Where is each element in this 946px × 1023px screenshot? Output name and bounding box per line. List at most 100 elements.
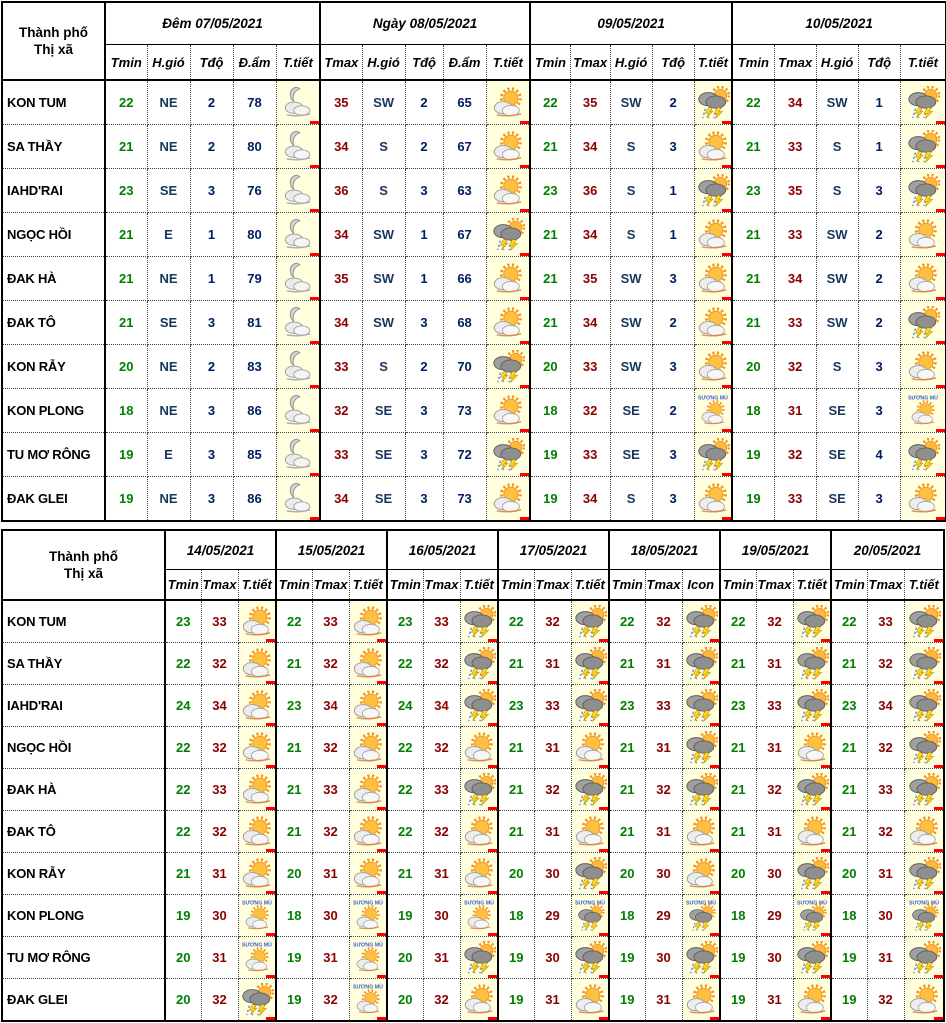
wind-cell: S (609, 476, 653, 522)
table-row: NGỌC HỒI 22 32 21 32 22 32 21 31 21 31 21 31 21 32 (1, 726, 945, 769)
tmax-cell: 31 (773, 388, 817, 433)
tmin-cell: 20 (529, 344, 571, 389)
tmax-cell: 35 (319, 79, 363, 125)
weather-icon-cell (348, 642, 388, 685)
table-row: KON PLONG 18 NE 3 86 32 SE 3 73 18 32 SE 2 18 31 SE 3 (1, 388, 946, 433)
tmax-cell: 32 (422, 978, 461, 1022)
city-name: ĐAK GLEI (1, 476, 106, 522)
tmax-cell: 33 (755, 684, 794, 727)
weather-icon-cell (792, 726, 832, 769)
weather-icon-cell (681, 599, 721, 643)
forecast-table-short-term: Thành phố Thị xã Đêm 07/05/2021 Ngày 08/0… (1, 1, 946, 522)
tdo-cell: 3 (651, 124, 695, 169)
weather-icon-cell (903, 810, 945, 853)
weather-icon-cell (275, 388, 321, 433)
tmin-cell: 23 (731, 168, 775, 213)
sun-cloud-icon (462, 856, 496, 892)
tmin-cell: 21 (830, 642, 868, 685)
storm-icon (907, 940, 941, 976)
sub-column-header: Tmin (164, 569, 202, 601)
tmax-cell: 30 (200, 894, 239, 937)
wind-cell: SE (146, 300, 191, 345)
tmin-cell: 23 (104, 168, 148, 213)
tdo-cell: 3 (189, 476, 234, 522)
city-name: IAHD'RAI (1, 684, 166, 727)
tmax-cell: 33 (311, 599, 350, 643)
weather-icon-cell (792, 642, 832, 685)
wind-cell: SW (609, 79, 653, 125)
city-name: SA THẦY (1, 124, 106, 169)
table-row: ĐAK GLEI 19 NE 3 86 34 SE 3 73 19 34 S 3 19 33 SE 3 (1, 476, 946, 522)
tmin-cell: 19 (275, 936, 313, 979)
sun-cloud-icon (351, 646, 385, 682)
sub-column-header: Tmin (731, 44, 775, 81)
tmax-cell: 30 (533, 852, 572, 895)
sun-cloud-icon (907, 982, 941, 1018)
tmax-cell: 31 (866, 936, 905, 979)
storm-icon (795, 856, 829, 892)
sun-cloud-icon (491, 481, 525, 517)
night-cloud-icon (281, 261, 315, 297)
tmin-cell: 18 (275, 894, 313, 937)
weather-icon-cell (485, 124, 531, 169)
tmax-cell: 34 (422, 684, 461, 727)
tmax-cell: 36 (319, 168, 363, 213)
dam-cell: 78 (232, 79, 277, 125)
tmin-cell: 21 (275, 810, 313, 853)
weather-icon-cell (903, 936, 945, 979)
tmax-cell: 34 (319, 300, 363, 345)
tmin-cell: 22 (386, 726, 424, 769)
weather-icon-cell (903, 768, 945, 811)
sub-column-header: Icon (681, 569, 721, 601)
storm-icon (906, 437, 940, 473)
tdo-cell: 3 (189, 388, 234, 433)
tdo-cell: 2 (404, 124, 444, 169)
tmin-cell: 21 (830, 810, 868, 853)
sun-cloud-icon (240, 730, 274, 766)
sub-column-header: T.tiết (899, 44, 946, 81)
tmax-cell: 32 (866, 978, 905, 1022)
sub-column-header: Tmax (773, 44, 817, 81)
tmin-cell: 19 (104, 432, 148, 477)
wind-cell: S (361, 344, 406, 389)
wind-cell: NE (146, 256, 191, 301)
tmin-cell: 19 (386, 894, 424, 937)
weather-icon-cell (570, 810, 610, 853)
tmax-cell: 32 (311, 978, 350, 1022)
tmax-cell: 32 (755, 599, 794, 643)
corner-header: Thành phố Thị xã (1, 529, 166, 601)
tdo-cell: 1 (857, 124, 901, 169)
tmin-cell: 22 (529, 79, 571, 125)
weather-icon-cell (903, 642, 945, 685)
sub-column-header: T.tiết (459, 569, 499, 601)
weather-icon-cell (693, 124, 733, 169)
tmax-cell: 30 (755, 852, 794, 895)
tmax-cell: 32 (311, 726, 350, 769)
tmax-cell: 32 (200, 642, 239, 685)
tmin-cell: 20 (386, 936, 424, 979)
tmax-cell: 30 (755, 936, 794, 979)
sun-cloud-icon (240, 688, 274, 724)
tmin-cell: 22 (164, 810, 202, 853)
tmin-cell: 22 (164, 726, 202, 769)
weather-icon-cell (570, 726, 610, 769)
weather-icon-cell (693, 476, 733, 522)
tmin-cell: 19 (104, 476, 148, 522)
tdo-cell: 2 (189, 124, 234, 169)
sub-column-header: H.gió (361, 44, 406, 81)
sun-cloud-icon (462, 982, 496, 1018)
fog-icon (351, 940, 385, 976)
weather-icon-cell (903, 978, 945, 1022)
dam-cell: 76 (232, 168, 277, 213)
sub-column-header: Tmax (569, 44, 611, 81)
tmin-cell: 23 (275, 684, 313, 727)
sun-cloud-icon (491, 305, 525, 341)
tmin-cell: 19 (719, 978, 757, 1022)
weather-icon-cell (275, 168, 321, 213)
city-name: NGỌC HỒI (1, 212, 106, 257)
tmax-cell: 33 (644, 684, 683, 727)
date-group-header: 19/05/2021 (719, 529, 832, 570)
weather-icon-cell (792, 684, 832, 727)
weather-icon-cell (903, 726, 945, 769)
tmin-cell: 22 (386, 642, 424, 685)
